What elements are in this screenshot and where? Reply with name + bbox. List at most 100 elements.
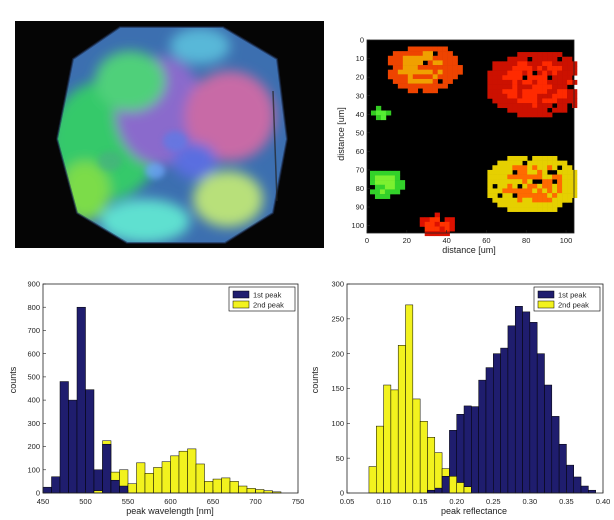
- map-cell: [375, 115, 382, 121]
- map-cell: [422, 65, 429, 70]
- map-cell: [527, 93, 533, 99]
- bar-1st-peak: [110, 479, 120, 494]
- map-cell: [527, 169, 533, 175]
- bar-1st-peak: [463, 405, 472, 494]
- map-cell: [452, 65, 458, 70]
- map-cell: [522, 202, 528, 208]
- map-cell: [507, 93, 513, 99]
- map-cell: [532, 169, 538, 175]
- map-cell: [557, 169, 563, 175]
- map-cell: [552, 61, 558, 67]
- map-cell: [542, 174, 548, 180]
- map-cell: [557, 52, 563, 58]
- map-cell: [507, 103, 513, 109]
- map-cell: [557, 160, 563, 166]
- map-cell: [517, 52, 523, 58]
- bar-2nd-peak: [449, 476, 457, 494]
- map-cell: [537, 183, 543, 189]
- map-cell: [424, 221, 430, 227]
- map-cell: [374, 175, 381, 181]
- map-y-tick-label: 60: [356, 147, 364, 156]
- map-cell: [444, 231, 450, 237]
- map-cell: [562, 65, 568, 71]
- map-cell: [487, 79, 493, 85]
- map-cell: [387, 60, 394, 66]
- map-cell: [547, 174, 553, 180]
- y-tick-label: 50: [336, 454, 344, 463]
- map-cell: [537, 188, 543, 194]
- map-cell: [394, 175, 401, 181]
- map-cell: [542, 165, 548, 171]
- map-cell: [537, 197, 543, 203]
- map-cell: [542, 75, 548, 81]
- map-ylabel: distance [um]: [336, 107, 346, 161]
- map-cell: [527, 107, 533, 113]
- map-cell: [557, 188, 563, 194]
- map-cell: [422, 55, 429, 61]
- map-cell: [552, 75, 558, 81]
- map-cell: [374, 194, 381, 199]
- map-cell: [532, 61, 538, 67]
- map-cell: [527, 98, 533, 104]
- map-cell: [407, 83, 414, 89]
- bar-1st-peak: [42, 486, 52, 494]
- bar-2nd-peak: [376, 425, 384, 494]
- map-cell: [437, 60, 443, 66]
- y-tick-label: 300: [331, 280, 344, 289]
- map-cell: [512, 84, 518, 90]
- map-cell: [562, 93, 568, 99]
- map-cell: [512, 56, 518, 62]
- map-cell: [397, 51, 404, 57]
- map-cell: [547, 197, 553, 203]
- bar-1st-peak: [493, 353, 501, 494]
- bar-1st-peak: [529, 322, 538, 494]
- map-cell: [432, 78, 438, 84]
- map-cell: [552, 84, 558, 90]
- map-cell: [537, 75, 543, 81]
- bar-2nd-peak: [195, 463, 205, 494]
- map-cell: [517, 75, 523, 81]
- bar-1st-peak: [93, 469, 103, 494]
- map-cell: [397, 74, 404, 80]
- map-cell: [432, 60, 438, 66]
- map-cell: [442, 55, 448, 61]
- map-cell: [547, 84, 553, 90]
- bar-1st-peak: [573, 476, 582, 494]
- map-cell: [517, 174, 523, 180]
- bar-1st-peak: [558, 443, 567, 494]
- map-cell: [447, 65, 453, 70]
- map-cell: [417, 55, 424, 61]
- map-cell: [512, 93, 518, 99]
- map-cell: [547, 188, 553, 194]
- map-cell: [389, 175, 396, 181]
- map-cell: [507, 70, 513, 76]
- map-cell: [424, 217, 430, 223]
- map-cell: [432, 65, 438, 70]
- map-cell: [402, 51, 409, 57]
- map-cell: [572, 174, 578, 180]
- map-cell: [497, 89, 503, 95]
- map-cell: [442, 69, 448, 75]
- map-cell: [492, 179, 498, 185]
- map-cell: [542, 79, 548, 85]
- wavelength-histogram: 450 500 550 600 650 700 750 0 100 200 300 400 500 600…: [8, 280, 305, 516]
- map-cell: [392, 65, 399, 70]
- map-cell: [487, 188, 493, 194]
- bar-2nd-peak: [229, 481, 239, 494]
- bar-2nd-peak: [383, 384, 392, 494]
- bar-1st-peak: [544, 384, 553, 494]
- map-cell: [374, 184, 381, 190]
- map-cell: [507, 160, 513, 166]
- bar-2nd-peak: [144, 473, 154, 494]
- map-cell: [487, 193, 493, 199]
- map-cell: [507, 179, 513, 185]
- map-cell: [562, 160, 568, 166]
- x-tick-label: 750: [292, 497, 305, 506]
- map-cell: [502, 169, 508, 175]
- map-cell: [419, 221, 426, 227]
- y-tick-label: 900: [27, 280, 40, 289]
- map-cell: [432, 69, 438, 75]
- map-cell: [547, 98, 553, 104]
- x-tick-label: 450: [37, 497, 50, 506]
- map-cell: [512, 79, 518, 85]
